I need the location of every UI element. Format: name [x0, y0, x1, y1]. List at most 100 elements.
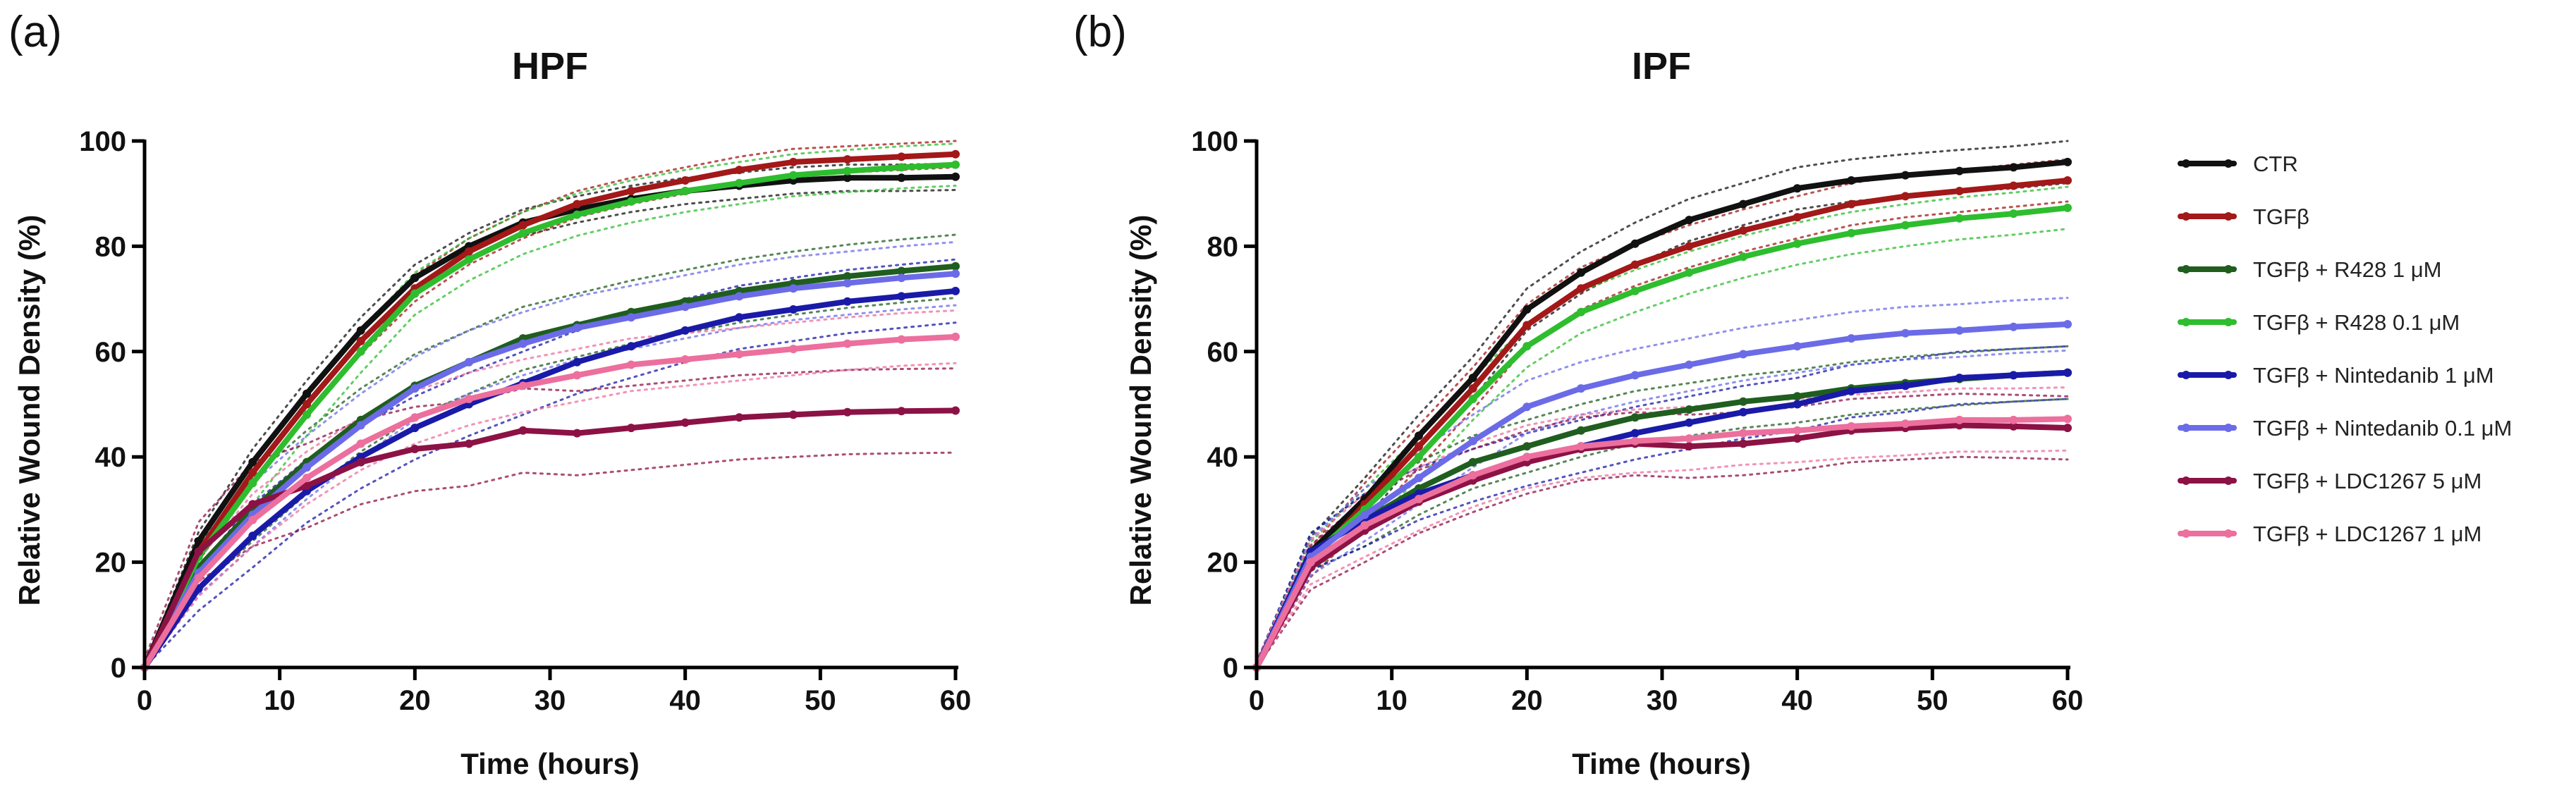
hpf-point-tgfb-nintedanib-0-1-um-56: [897, 273, 906, 283]
panel-label-b: (b): [1073, 8, 1127, 56]
panel-ipf: (b) IPF Time (hours) Relative Wound Dens…: [1073, 8, 2083, 780]
hpf-point-tgfb-ldc1267-5-um-24: [465, 439, 473, 448]
hpf-band-lower-tgfb-ldc1267-5-um: [143, 451, 957, 669]
ipf-point-tgfb-nintedanib-1-um-48: [1901, 381, 1910, 390]
hpf-x-tick-label-40: 40: [669, 685, 701, 716]
ipf-axes: 0 10 20 30 40 50 60 0 20 40 60 80 100: [1191, 126, 2083, 716]
hpf-x-tick-label-30: 30: [535, 685, 566, 716]
hpf-point-tgfb-ldc1267-1-um-44: [735, 350, 744, 359]
y-axis-title-hpf: Relative Wound Density (%): [13, 215, 46, 606]
hpf-y-tick-label-0: 0: [111, 653, 126, 684]
hpf-point-tgfb-48: [789, 157, 798, 166]
ipf-series-tgfb-ldc1267-1-um: [1252, 414, 2072, 672]
ipf-line-tgfb-nintedanib-0-1-um: [1254, 321, 2070, 670]
hpf-series-tgfb-ldc1267-1-um: [140, 332, 960, 672]
legend-swatch-marker-left: [2182, 476, 2190, 485]
ipf-x-tick-label-10: 10: [1376, 685, 1408, 716]
ipf-point-tgfb-56: [2009, 181, 2018, 190]
hpf-point-tgfb-nintedanib-0-1-um-20: [410, 384, 420, 393]
legend-swatch-marker-left: [2182, 529, 2190, 538]
hpf-band-lower-tgfb-nintedanib-0-1-um: [143, 304, 957, 669]
ipf-point-tgfb-r428-0-1-um-44: [1847, 228, 1856, 238]
hpf-point-tgfb-nintedanib-0-1-um-48: [789, 284, 798, 293]
hpf-point-tgfb-32: [573, 199, 582, 209]
ipf-point-tgfb-r428-0-1-um-40: [1793, 239, 1802, 248]
ipf-point-tgfb-r428-0-1-um-24: [1577, 307, 1585, 316]
legend-swatch-marker-right: [2224, 424, 2233, 432]
ipf-point-ctr-28: [1630, 239, 1640, 248]
ipf-point-tgfb-nintedanib-0-1-um-56: [2009, 322, 2018, 331]
hpf-point-tgfb-16: [356, 336, 365, 345]
hpf-point-tgfb-ldc1267-5-um-16: [356, 457, 365, 467]
ipf-point-tgfb-20: [1522, 321, 1532, 330]
ipf-point-tgfb-ldc1267-5-um-36: [1739, 439, 1747, 448]
hpf-line-tgfb: [142, 151, 958, 670]
hpf-x-tick-label-20: 20: [399, 685, 431, 716]
hpf-y-tick-label-60: 60: [95, 337, 127, 368]
hpf-point-ctr-8: [248, 457, 257, 467]
ipf-point-tgfb-r428-0-1-um-20: [1522, 342, 1532, 351]
legend-item-tgfb-ldc1267-5-um: TGFβ + LDC1267 5 μM: [2178, 469, 2482, 493]
hpf-point-tgfb-40: [680, 176, 690, 185]
hpf-point-tgfb-nintedanib-1-um-60: [951, 286, 960, 295]
hpf-line-tgfb-ldc1267-5-um: [142, 407, 958, 670]
hpf-point-tgfb-44: [735, 166, 744, 175]
hpf-point-tgfb-nintedanib-1-um-8: [248, 531, 257, 541]
ipf-point-tgfb-r428-0-1-um-12: [1415, 453, 1423, 462]
hpf-line-tgfb-ldc1267-1-um: [142, 333, 958, 670]
hpf-point-tgfb-ldc1267-5-um-48: [789, 410, 798, 419]
hpf-point-tgfb-24: [465, 247, 473, 256]
ipf-point-tgfb-r428-0-1-um-32: [1685, 268, 1694, 277]
legend-swatch-marker-left: [2182, 318, 2190, 326]
ipf-point-tgfb-nintedanib-1-um-60: [2063, 368, 2072, 377]
ipf-line-tgfb-r428-0-1-um: [1254, 204, 2070, 670]
ipf-point-ctr-12: [1415, 431, 1423, 441]
ipf-point-tgfb-r428-0-1-um-60: [2063, 203, 2072, 212]
hpf-line-tgfb-r428-0-1-um: [142, 161, 958, 670]
legend-label: TGFβ + LDC1267 1 μM: [2253, 522, 2482, 546]
ipf-x-tick-label-40: 40: [1781, 685, 1813, 716]
hpf-point-tgfb-ldc1267-1-um-4: [194, 574, 203, 582]
panel-hpf: (a) HPF Time (hours) Relative Wound Dens…: [8, 8, 971, 780]
legend-item-tgfb-r428-0-1-um: TGFβ + R428 0.1 μM: [2178, 310, 2460, 335]
ipf-point-tgfb-nintedanib-1-um-36: [1739, 407, 1747, 417]
hpf-point-tgfb-28: [518, 221, 527, 230]
ipf-point-tgfb-nintedanib-0-1-um-40: [1793, 342, 1802, 351]
legend-swatch-marker-left: [2182, 212, 2190, 221]
hpf-y-tick-label-20: 20: [95, 548, 127, 579]
hpf-point-tgfb-ldc1267-1-um-40: [680, 355, 690, 364]
ipf-point-ctr-32: [1685, 216, 1694, 225]
ipf-y-tick-label-40: 40: [1207, 442, 1239, 473]
ipf-point-tgfb-ldc1267-5-um-32: [1685, 442, 1694, 451]
chart-title-ipf: IPF: [1632, 45, 1691, 87]
hpf-point-tgfb-nintedanib-1-um-40: [680, 326, 690, 335]
hpf-point-tgfb-ldc1267-1-um-16: [356, 439, 365, 448]
ipf-point-tgfb-nintedanib-0-1-um-32: [1685, 360, 1694, 369]
legend-swatch-marker-left: [2182, 159, 2190, 168]
hpf-point-tgfb-r428-0-1-um-24: [465, 255, 473, 264]
hpf-point-tgfb-ldc1267-5-um-44: [735, 413, 744, 422]
ipf-point-tgfb-r428-1-um-36: [1739, 397, 1747, 406]
ipf-band-lower-tgfb-ldc1267-1-um: [1255, 449, 2069, 669]
hpf-point-tgfb-ldc1267-5-um-56: [897, 407, 906, 416]
ipf-point-tgfb-r428-0-1-um-28: [1630, 286, 1640, 295]
ipf-band-lower-tgfb-nintedanib-1-um: [1255, 398, 2069, 669]
ipf-point-tgfb-ldc1267-1-um-28: [1630, 436, 1640, 445]
ipf-point-tgfb-r428-1-um-32: [1685, 405, 1694, 414]
ipf-point-tgfb-44: [1847, 199, 1856, 209]
hpf-point-tgfb-r428-0-1-um-44: [735, 178, 744, 187]
hpf-point-ctr-4: [194, 536, 203, 546]
ipf-point-tgfb-nintedanib-1-um-40: [1793, 400, 1802, 409]
hpf-point-tgfb-nintedanib-0-1-um-12: [303, 463, 311, 472]
ipf-x-tick-label-60: 60: [2052, 685, 2084, 716]
hpf-point-tgfb-nintedanib-1-um-20: [410, 424, 420, 433]
ipf-y-tick-label-20: 20: [1207, 548, 1239, 579]
hpf-point-tgfb-ldc1267-5-um-60: [951, 406, 960, 415]
hpf-point-tgfb-nintedanib-1-um-52: [843, 297, 852, 306]
hpf-point-tgfb-ldc1267-5-um-52: [843, 407, 852, 417]
legend-label: CTR: [2253, 152, 2298, 176]
ipf-series-tgfb-nintedanib-0-1-um: [1252, 320, 2072, 672]
ipf-line-tgfb-ldc1267-1-um: [1254, 416, 2070, 670]
legend-item-tgfb-r428-1-um: TGFβ + R428 1 μM: [2178, 257, 2441, 282]
